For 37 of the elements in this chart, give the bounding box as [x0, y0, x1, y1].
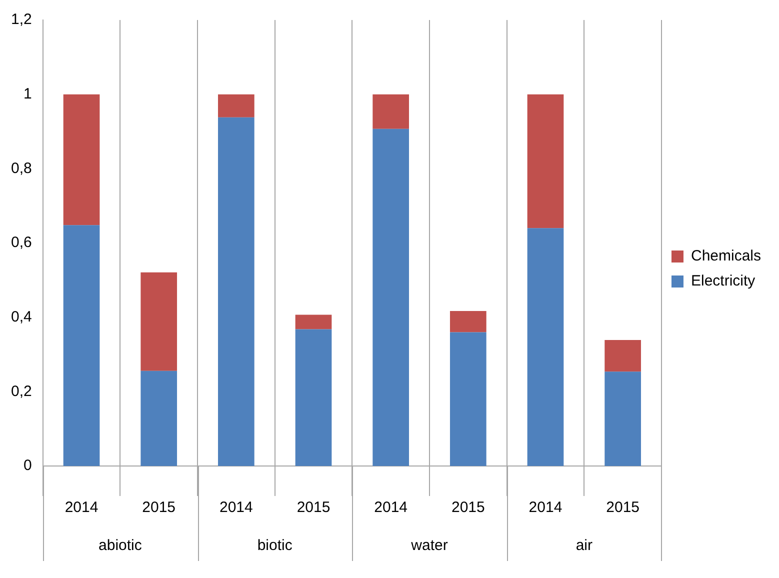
x-tick-label: 2015 [142, 499, 176, 516]
y-tick-label: 0,8 [10, 160, 32, 177]
y-tick-label: 0,6 [10, 234, 32, 252]
x-tick-label: 2014 [219, 499, 253, 516]
legend-label: Electricity [690, 272, 756, 290]
bar [604, 340, 641, 372]
x-tick-label: 2014 [64, 499, 98, 516]
bar [604, 372, 641, 466]
bar [295, 314, 332, 330]
bar [527, 228, 564, 466]
x-tick-label: 2015 [451, 499, 485, 516]
text: air [576, 537, 592, 554]
bar [450, 311, 486, 332]
bar [372, 94, 410, 129]
y-tick-label: 0,4 [10, 308, 32, 326]
x-tick-label: 2015 [296, 499, 330, 516]
text: biotic [257, 537, 293, 554]
bar [450, 332, 486, 466]
bar [63, 94, 100, 226]
y-tick-label: 1,2 [10, 11, 32, 28]
legend-label: Chemicals [690, 248, 762, 265]
bar [218, 94, 254, 118]
bar [372, 128, 410, 466]
y-tick-label: 0 [24, 457, 32, 474]
bar [140, 272, 178, 371]
x-tick-label: 2014 [374, 499, 408, 516]
y-tick-label: 0,2 [10, 382, 32, 400]
bar [63, 225, 100, 466]
bar [218, 117, 254, 466]
x-tick-label: 2014 [528, 499, 562, 516]
y-tick-label: 1 [24, 85, 32, 102]
text: abiotic [98, 537, 142, 554]
bar [527, 94, 564, 228]
text: water [410, 537, 448, 554]
x-tick-label: 2015 [606, 499, 640, 516]
bar [140, 370, 178, 466]
bar [295, 329, 332, 466]
